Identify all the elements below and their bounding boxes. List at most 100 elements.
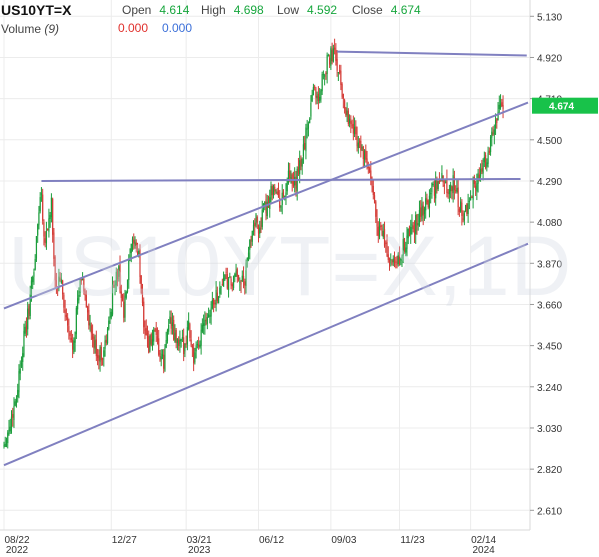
candle-body [119, 264, 121, 292]
candle-body [266, 201, 268, 217]
candle-body [329, 58, 331, 65]
candle-body [436, 178, 438, 190]
candle-body [256, 216, 258, 223]
candle-body [382, 230, 384, 238]
candle-body [54, 256, 56, 281]
candle-body [466, 204, 468, 214]
candle-body [427, 200, 429, 208]
candle-body [352, 123, 354, 134]
candle-body [69, 332, 71, 337]
candle-body [408, 226, 411, 236]
candle-body [309, 119, 311, 124]
candle-body [37, 224, 39, 236]
candle-body [185, 343, 187, 345]
candle-body [64, 309, 66, 314]
candle-body [425, 198, 427, 211]
y-tick-label: 4.920 [537, 53, 562, 64]
candle-body [150, 334, 152, 345]
candle-body [325, 73, 327, 75]
candle-body [22, 353, 24, 363]
candle-body [377, 226, 379, 236]
x-tick-year-label: 2023 [188, 545, 211, 556]
candle-body [125, 291, 127, 298]
candle-body [29, 293, 31, 317]
candle-body [421, 203, 423, 219]
candle-body [38, 212, 40, 226]
candle-body [10, 416, 13, 428]
candle-body [502, 104, 504, 110]
trendline [3, 101, 529, 310]
candle-body [190, 339, 192, 346]
candle-body [302, 144, 305, 157]
candle-body [143, 301, 145, 328]
candle-body [422, 205, 424, 216]
candle-body [447, 192, 449, 194]
y-tick-label: 4.080 [537, 218, 562, 229]
candle-body [496, 118, 498, 124]
candle-body [133, 239, 135, 244]
candle-body [128, 259, 130, 281]
candle-body [170, 317, 172, 329]
candle-body [463, 213, 465, 221]
candle-body [80, 279, 82, 281]
candle-body [8, 429, 10, 433]
candle-body [340, 70, 342, 85]
candle-body [181, 337, 184, 339]
candle-body [201, 324, 203, 332]
candle-body [77, 298, 79, 310]
candle-body [305, 127, 307, 152]
candle-body [284, 196, 286, 198]
candle-body [337, 72, 339, 74]
candle-body [300, 158, 302, 167]
candle-body [249, 239, 251, 250]
candle-body [217, 296, 220, 304]
candle-body [341, 84, 343, 97]
candle-body [108, 320, 110, 330]
candle-body [148, 336, 150, 353]
candle-body [165, 340, 167, 348]
grid-lines [0, 0, 530, 530]
candle-body [206, 317, 208, 324]
candle-body [388, 257, 391, 264]
candle-body [462, 218, 464, 220]
candle-body [84, 291, 86, 296]
candle-body [317, 93, 319, 101]
candle-body [416, 214, 418, 226]
last-price-tag-label: 4.674 [549, 102, 574, 113]
candle-body [348, 118, 351, 123]
candle-body [484, 154, 487, 169]
candle-body [116, 270, 119, 280]
candle-body [276, 191, 278, 194]
candle-body [99, 346, 101, 363]
candle-body [226, 274, 228, 289]
candle-body [479, 168, 482, 177]
candle-body [373, 195, 376, 203]
candle-body [183, 337, 185, 355]
candle-body [403, 238, 406, 251]
candle-body [194, 352, 196, 363]
candle-body [446, 178, 448, 194]
candle-body [146, 333, 149, 339]
candle-body [252, 224, 255, 232]
candle-body [52, 198, 54, 235]
candle-body [255, 214, 257, 225]
candle-body [315, 88, 317, 98]
candle-body [457, 187, 459, 208]
candle-body [440, 180, 442, 182]
candle-body [401, 255, 403, 261]
candle-body [280, 206, 282, 208]
candle-body [335, 49, 337, 61]
candle-body [430, 193, 432, 195]
candle-body [189, 324, 191, 338]
candle-body [30, 280, 33, 295]
candle-body [261, 209, 263, 227]
candle-body [208, 314, 210, 318]
candle-body [113, 285, 115, 287]
candle-body [191, 345, 193, 348]
candle-body [467, 203, 469, 215]
candle-body [356, 136, 358, 147]
candle-body [78, 294, 80, 301]
candle-body [174, 332, 176, 342]
